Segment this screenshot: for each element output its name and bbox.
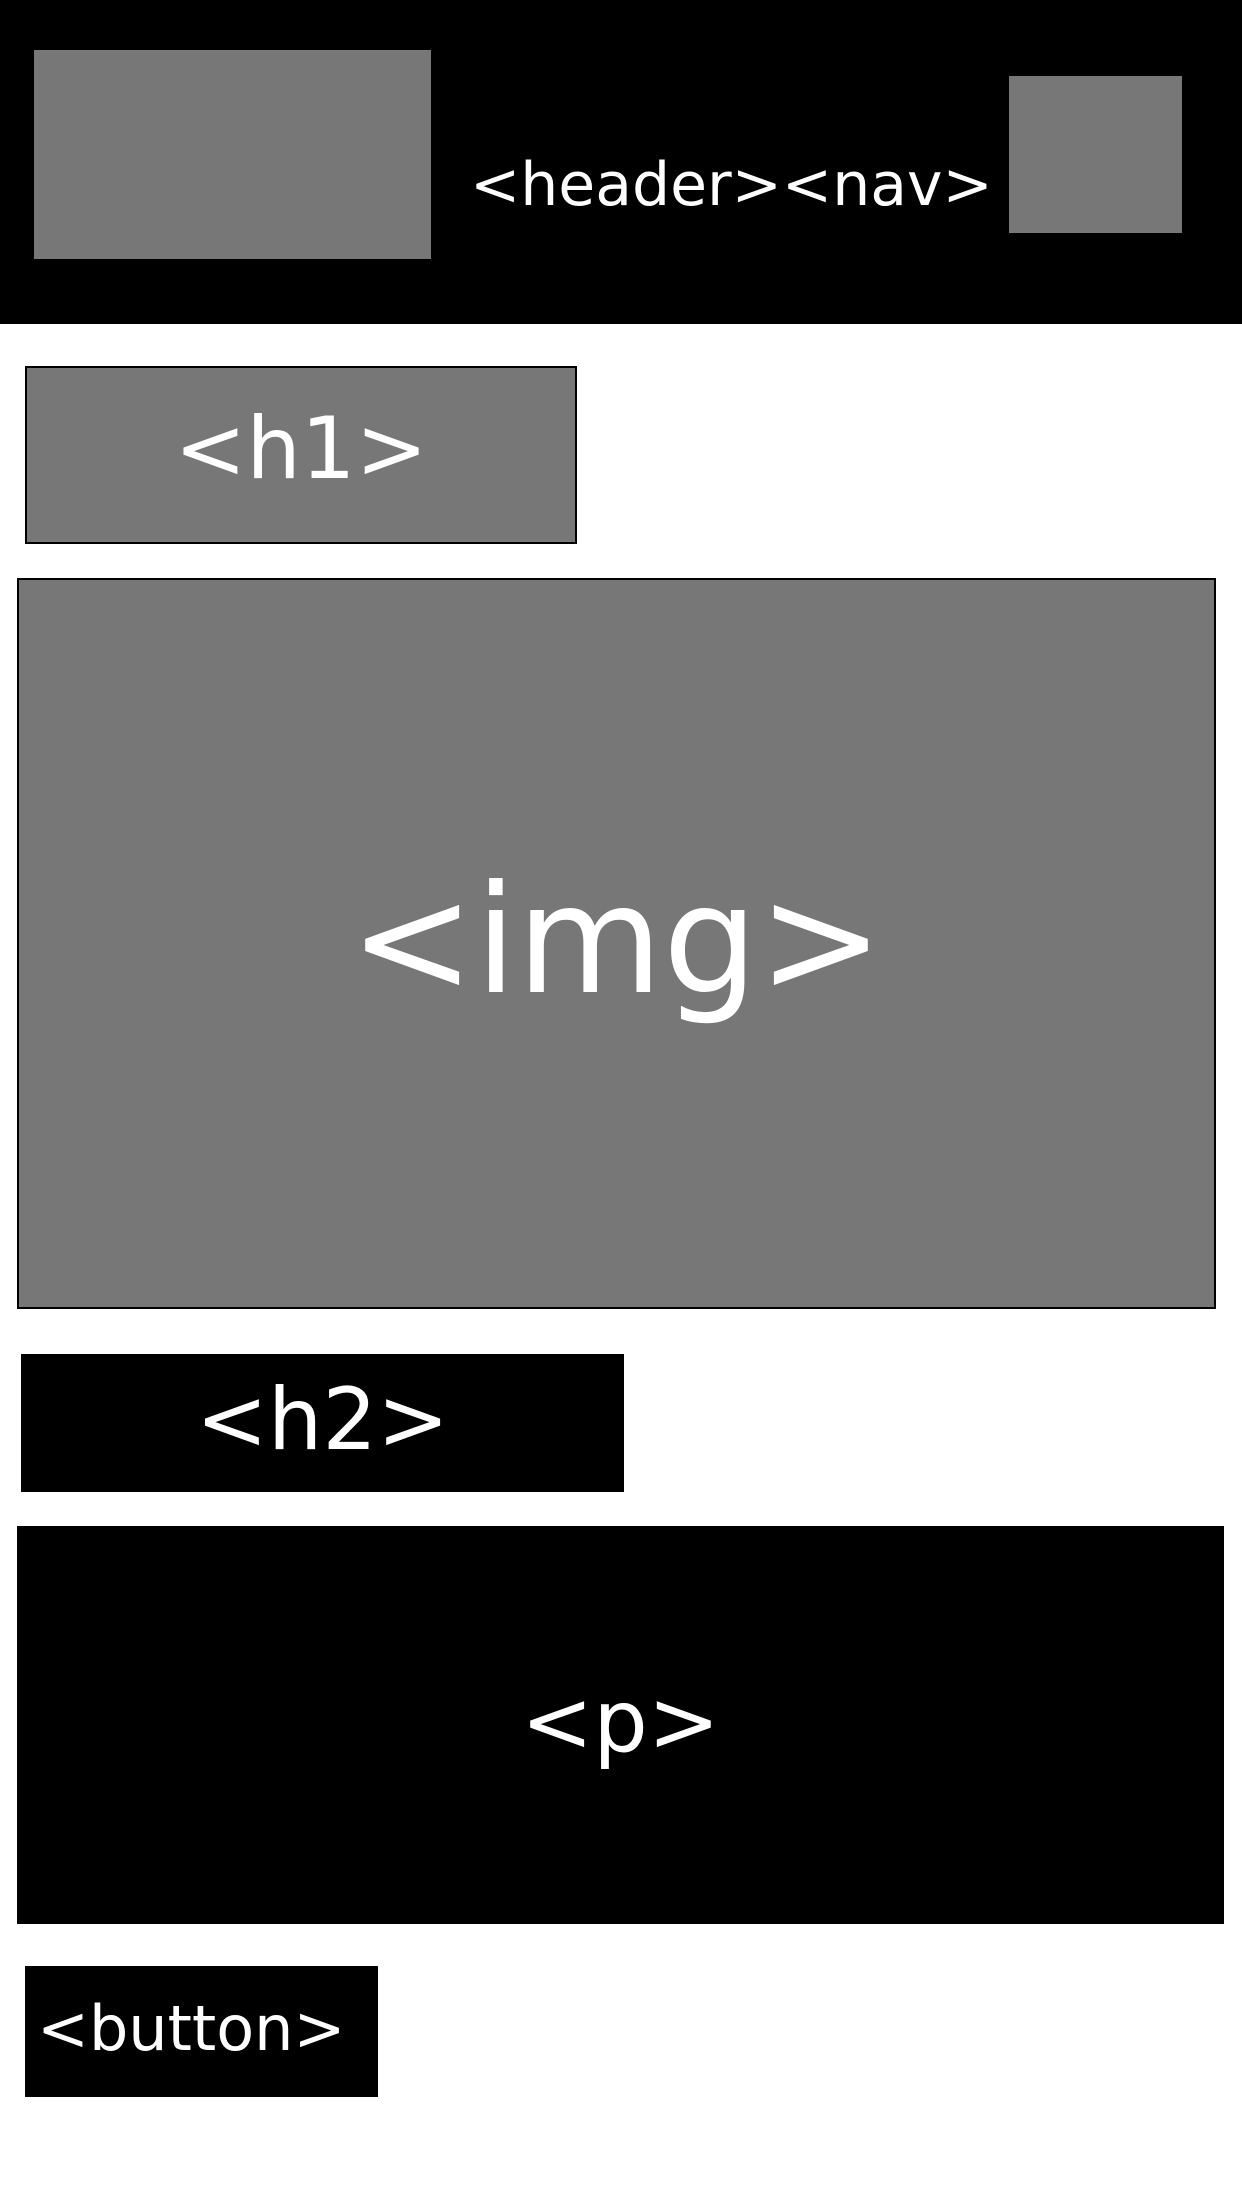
paragraph-block: <p> [17, 1526, 1224, 1924]
image-placeholder: <img> [17, 578, 1216, 1309]
h2-heading-block: <h2> [21, 1354, 624, 1492]
logo-placeholder[interactable] [34, 50, 431, 259]
button-placeholder[interactable]: <button> [25, 1966, 378, 2097]
header-nav-label: <header><nav> [470, 150, 993, 220]
h1-heading-block: <h1> [25, 366, 577, 544]
nav-menu-placeholder[interactable] [1009, 76, 1182, 233]
